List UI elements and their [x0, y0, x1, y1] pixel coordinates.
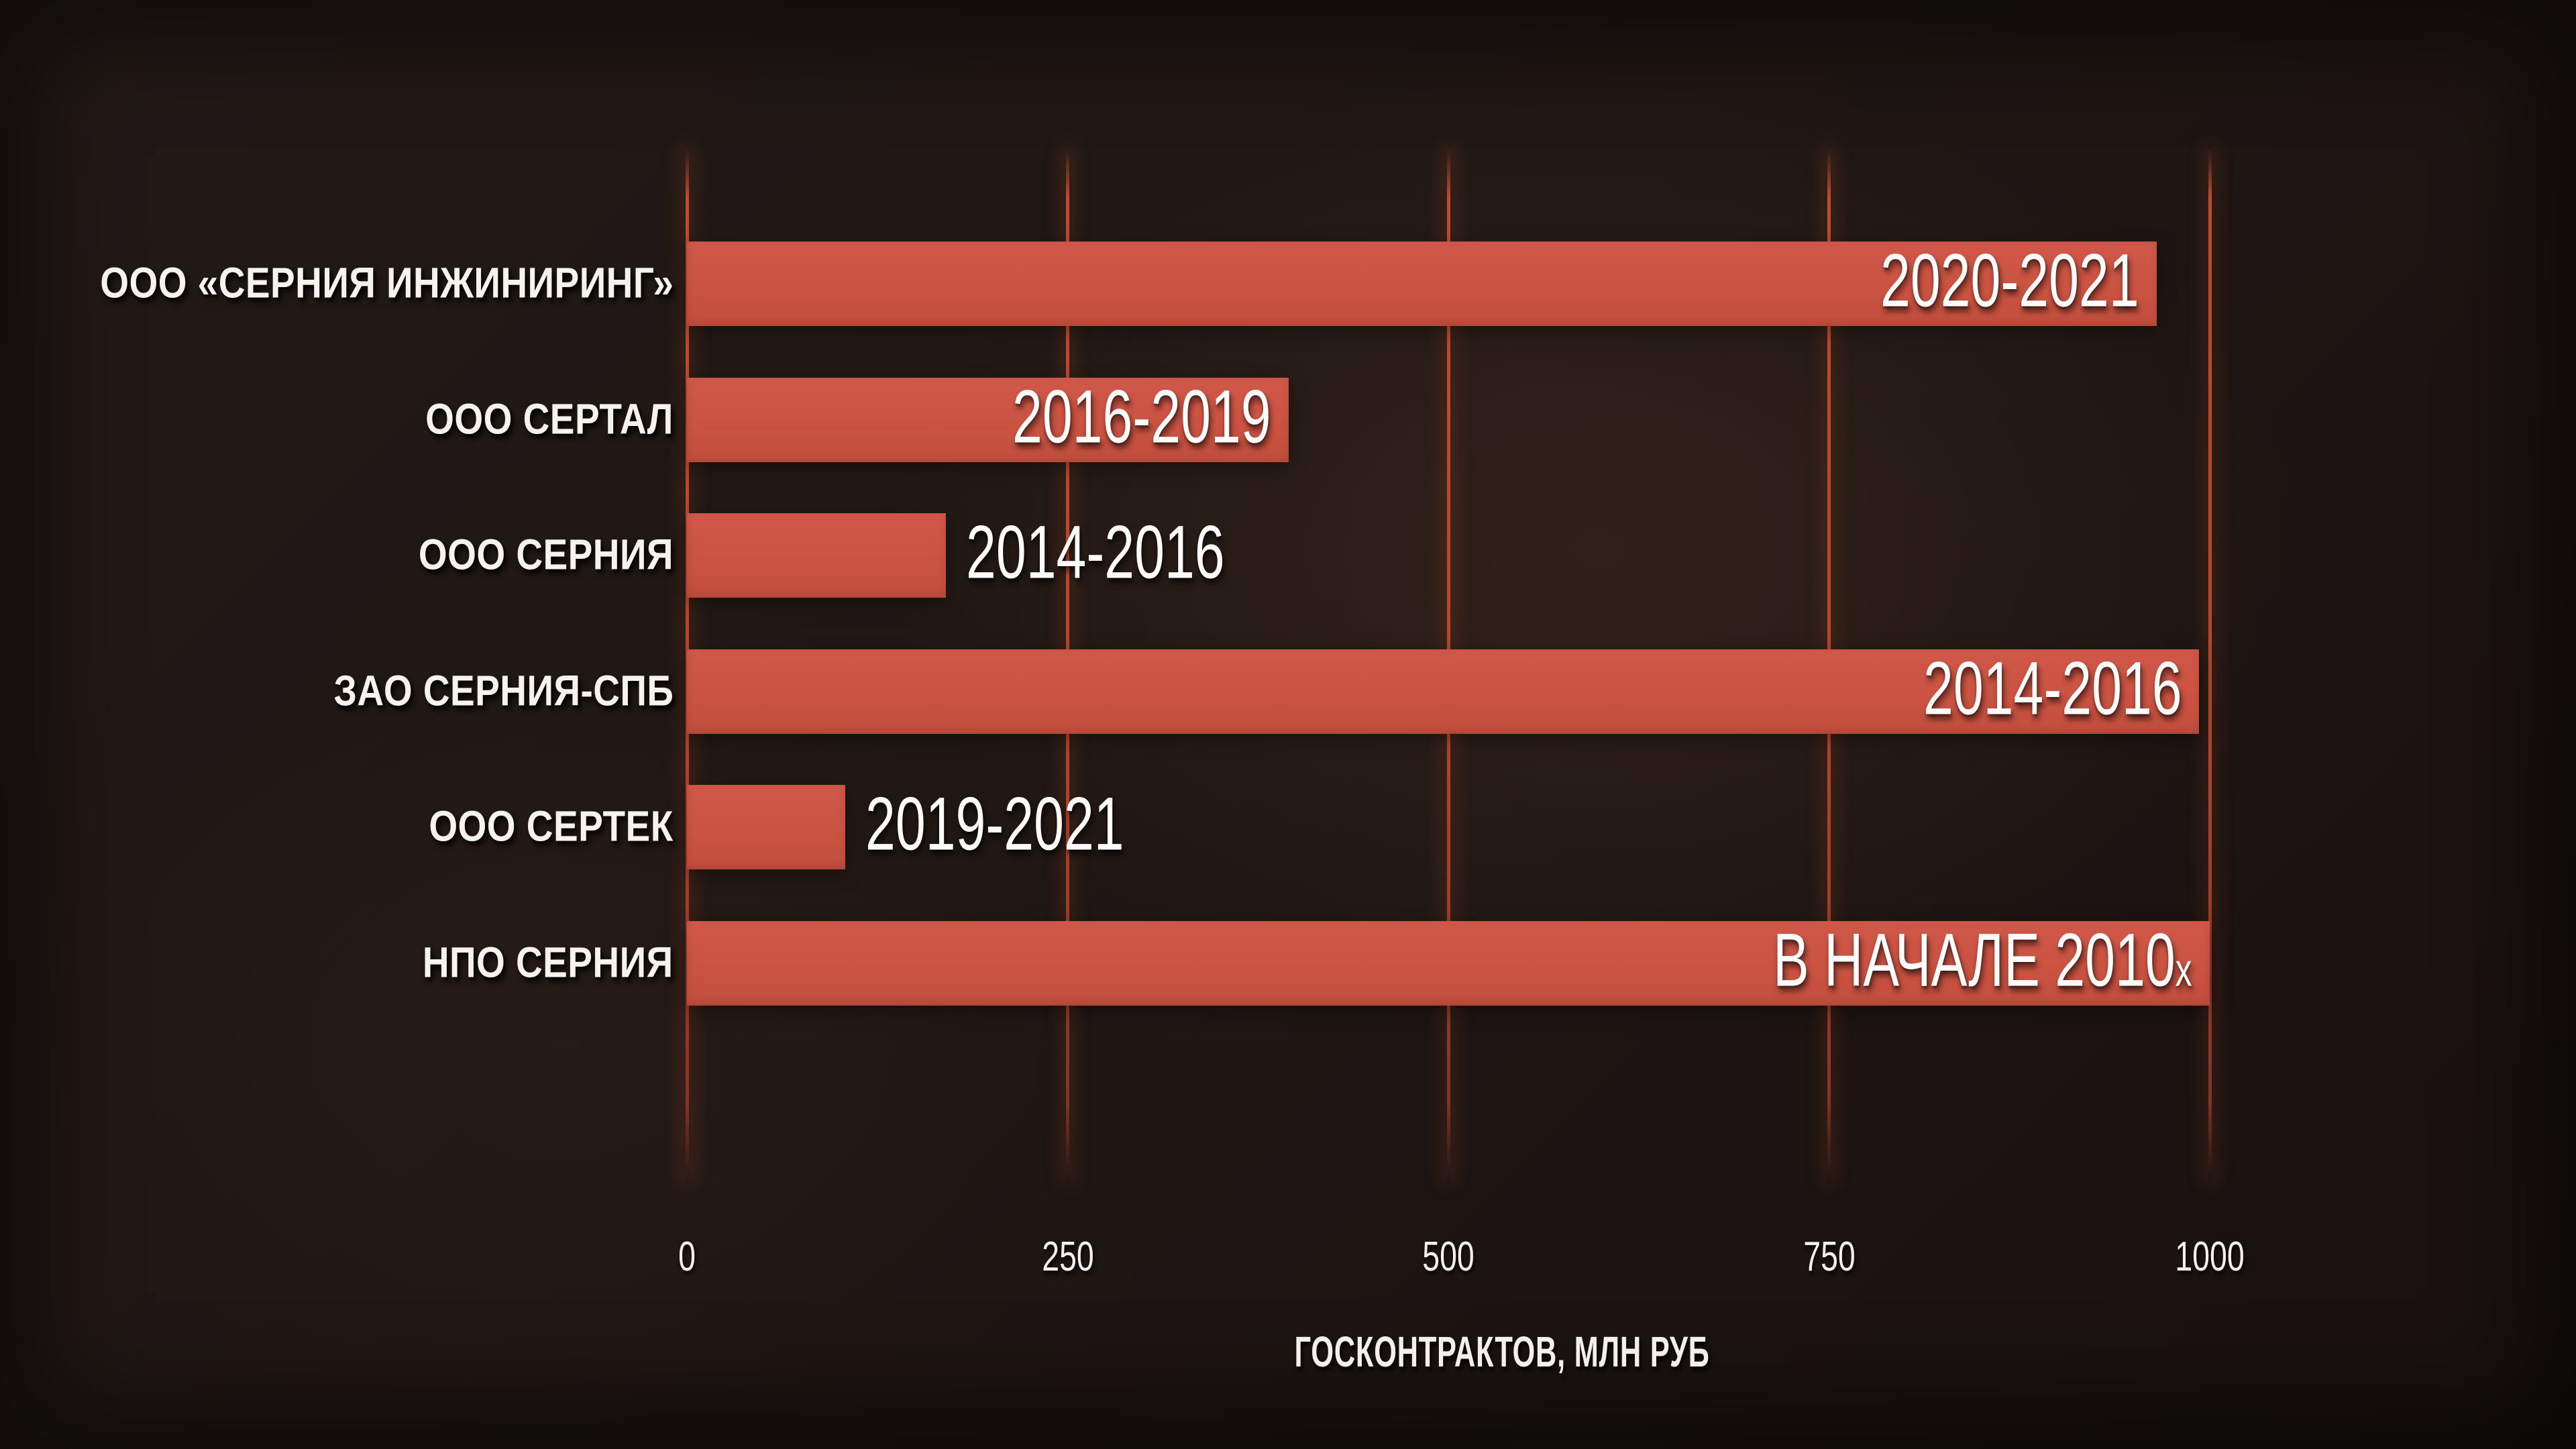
chart-row: ЗАО СЕРНИЯ-СПБ 2014-2016	[0, 646, 2576, 734]
bar-period-label: 2019-2021	[865, 781, 1124, 867]
category-label: ООО СЕРТАЛ	[425, 394, 674, 443]
bar-period-text: 2019-2021	[865, 782, 1124, 866]
x-axis-title-text: ГОСКОНТРАКТОВ, МЛН РУБ	[1294, 1328, 1710, 1376]
x-tick-value: 750	[1803, 1234, 1856, 1280]
chart-row: НПО СЕРНИЯ В НАЧАЛЕ 2010х	[0, 918, 2576, 1006]
bar: 2020-2021	[687, 238, 2157, 326]
category-label: НПО СЕРНИЯ	[423, 938, 674, 987]
x-tick-value: 1000	[2175, 1234, 2245, 1280]
x-tick-label: 500	[1413, 1233, 1483, 1281]
bar-period-text: 2016-2019	[1012, 374, 1271, 458]
x-tick-label: 250	[1033, 1233, 1102, 1281]
x-tick-label: 1000	[2163, 1233, 2256, 1281]
bar-period-label: 2020-2021	[1880, 237, 2139, 323]
bar: 2016-2019	[687, 374, 1289, 462]
bar-period-text: В НАЧАЛЕ 2010	[1773, 918, 2176, 1002]
x-axis-title: ГОСКОНТРАКТОВ, МЛН РУБ	[1197, 1327, 1807, 1377]
bar-period-label: В НАЧАЛЕ 2010х	[1773, 916, 2192, 1003]
bar: 2014-2016	[687, 646, 2200, 734]
x-tick-value: 0	[678, 1234, 696, 1280]
x-tick-value: 500	[1422, 1234, 1474, 1280]
x-tick-label: 0	[676, 1233, 698, 1281]
bar	[687, 513, 946, 598]
bar	[687, 785, 846, 870]
category-label: ООО «СЕРНИЯ ИНЖИНИРИНГ»	[99, 258, 674, 307]
bar-period-suffix: х	[2176, 943, 2192, 996]
bar-period-text: 2014-2016	[1923, 646, 2182, 731]
bar-period-label: 2014-2016	[966, 509, 1225, 596]
bar-period-text: 2020-2021	[1880, 238, 2139, 323]
bar-period-label: 2014-2016	[1923, 645, 2182, 731]
chart-row: ООО СЕРТЕК 2019-2021	[0, 782, 2576, 870]
x-tick-label: 750	[1794, 1233, 1864, 1281]
gridline-1000	[2208, 146, 2212, 1183]
bar: В НАЧАЛЕ 2010х	[687, 918, 2210, 1006]
chart-row: ООО СЕРНИЯ 2014-2016	[0, 511, 2576, 598]
category-label: ООО СЕРТЕК	[429, 802, 674, 851]
chart-row: ООО СЕРТАЛ 2016-2019	[0, 374, 2576, 462]
category-label: ООО СЕРНИЯ	[418, 530, 674, 579]
category-label: ЗАО СЕРНИЯ-СПБ	[333, 666, 674, 715]
chart-row: ООО «СЕРНИЯ ИНЖИНИРИНГ» 2020-2021	[0, 238, 2576, 326]
bar-period-label: 2016-2019	[1012, 373, 1271, 460]
bar-period-text: 2014-2016	[965, 510, 1225, 594]
x-tick-value: 250	[1041, 1234, 1094, 1280]
